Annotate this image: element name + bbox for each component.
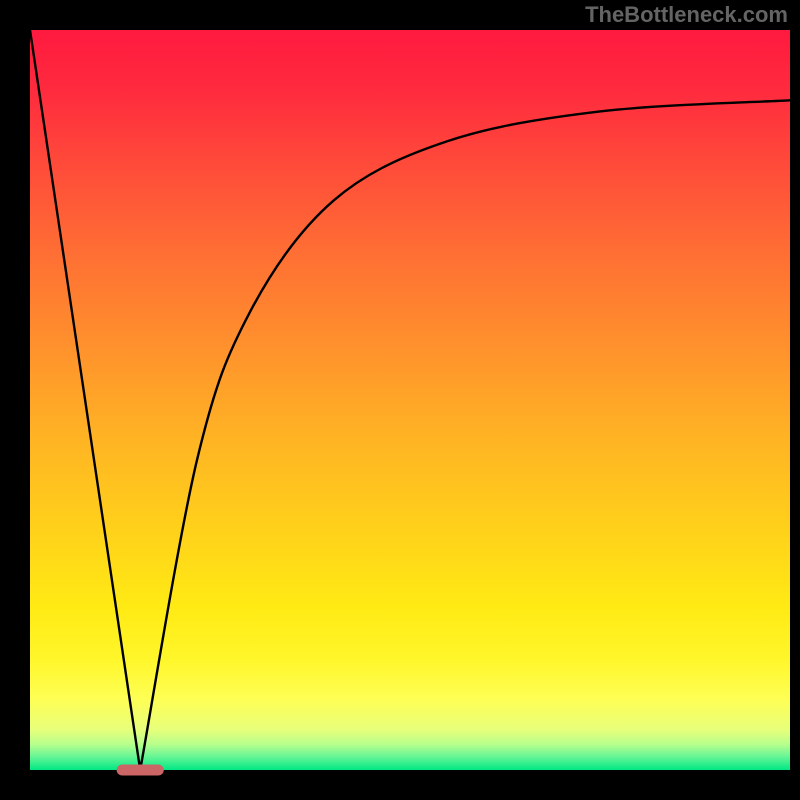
watermark-text: TheBottleneck.com bbox=[585, 2, 788, 28]
plot-background bbox=[30, 30, 790, 770]
chart-svg bbox=[0, 0, 800, 800]
optimal-point-marker bbox=[117, 764, 164, 775]
chart-container: TheBottleneck.com bbox=[0, 0, 800, 800]
